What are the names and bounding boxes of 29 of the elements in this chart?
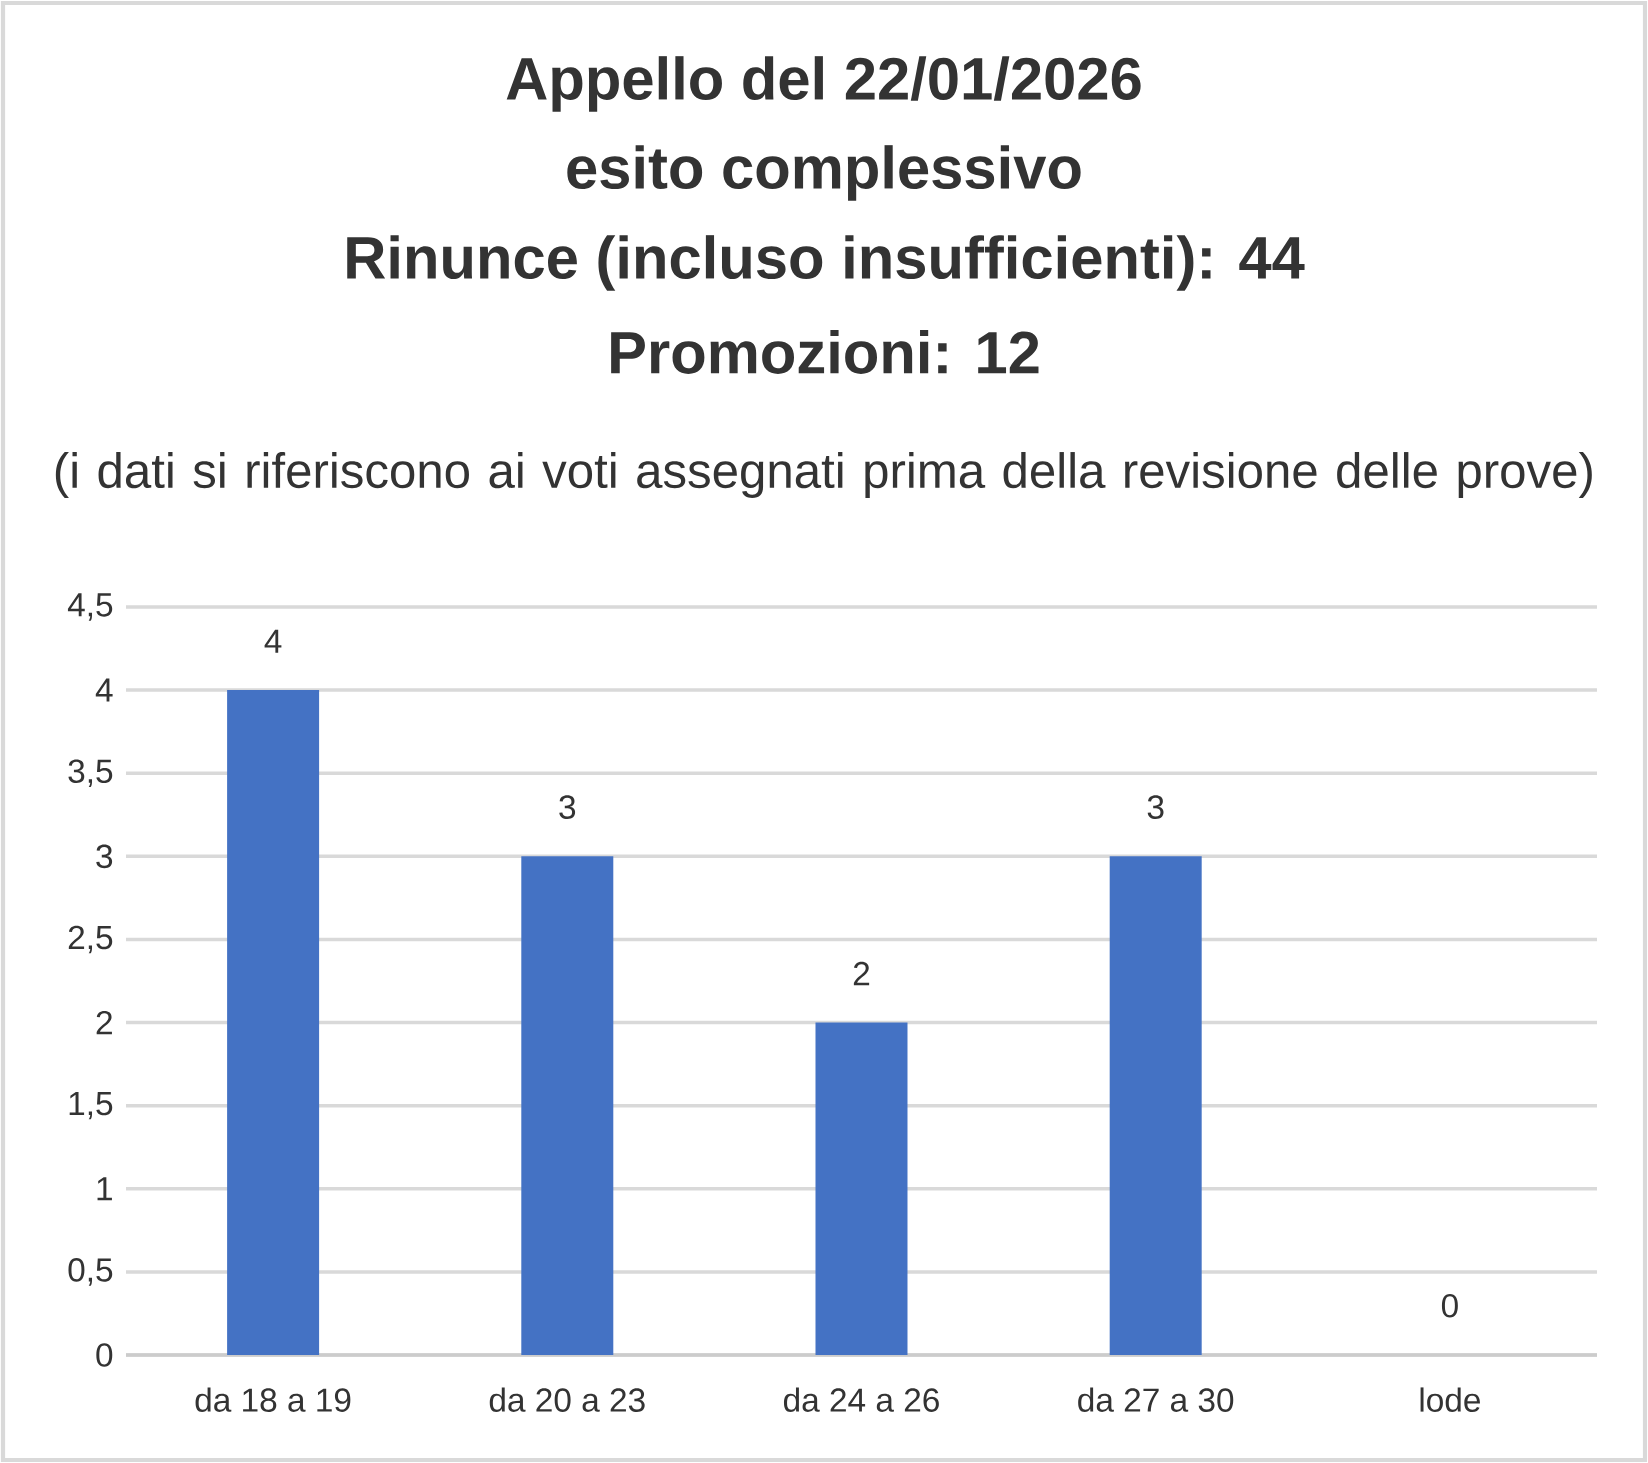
data-label: 3 (559, 795, 576, 819)
data-label: 0 (1441, 1293, 1458, 1318)
bar (227, 690, 320, 1356)
chart-title: Appello del 22/01/2026 (506, 56, 1141, 112)
x-tick-label: da 24 a 26 (783, 1387, 939, 1412)
y-tick-label: 1,5 (69, 1092, 113, 1120)
data-label: 2 (853, 961, 870, 986)
data-label: 3 (1147, 795, 1164, 819)
data-label: 4 (264, 629, 282, 653)
x-tick-label: da 27 a 30 (1078, 1387, 1234, 1412)
x-tick-label: lode (1420, 1387, 1480, 1412)
y-tick-label: 4 (95, 678, 113, 702)
text: Promozioni: 12 (611, 330, 1039, 374)
text: esito complessivo (567, 145, 1081, 201)
bar (1109, 856, 1202, 1356)
y-tick-label: 0 (96, 1343, 113, 1367)
y-tick-label: 1 (97, 1177, 112, 1201)
y-tick-label: 2 (96, 1010, 112, 1035)
bar (521, 856, 614, 1356)
y-tick-label: 2,5 (68, 925, 113, 954)
y-tick-label: 4,5 (67, 593, 113, 621)
y-tick-label: 0,5 (68, 1258, 113, 1286)
bar (815, 1022, 908, 1356)
chart-subtitle: (i dati si riferiscono ai voti assegnati prima della revisione delle prove) (55, 452, 1592, 498)
y-tick-label: 3 (96, 844, 113, 869)
y-tick-label: 3,5 (68, 759, 113, 788)
text: Rinunce (incluso insufficienti): 44 (347, 235, 1305, 291)
x-tick-label: da 18 a 19 (195, 1387, 351, 1412)
x-tick-label: da 20 a 23 (489, 1387, 645, 1412)
